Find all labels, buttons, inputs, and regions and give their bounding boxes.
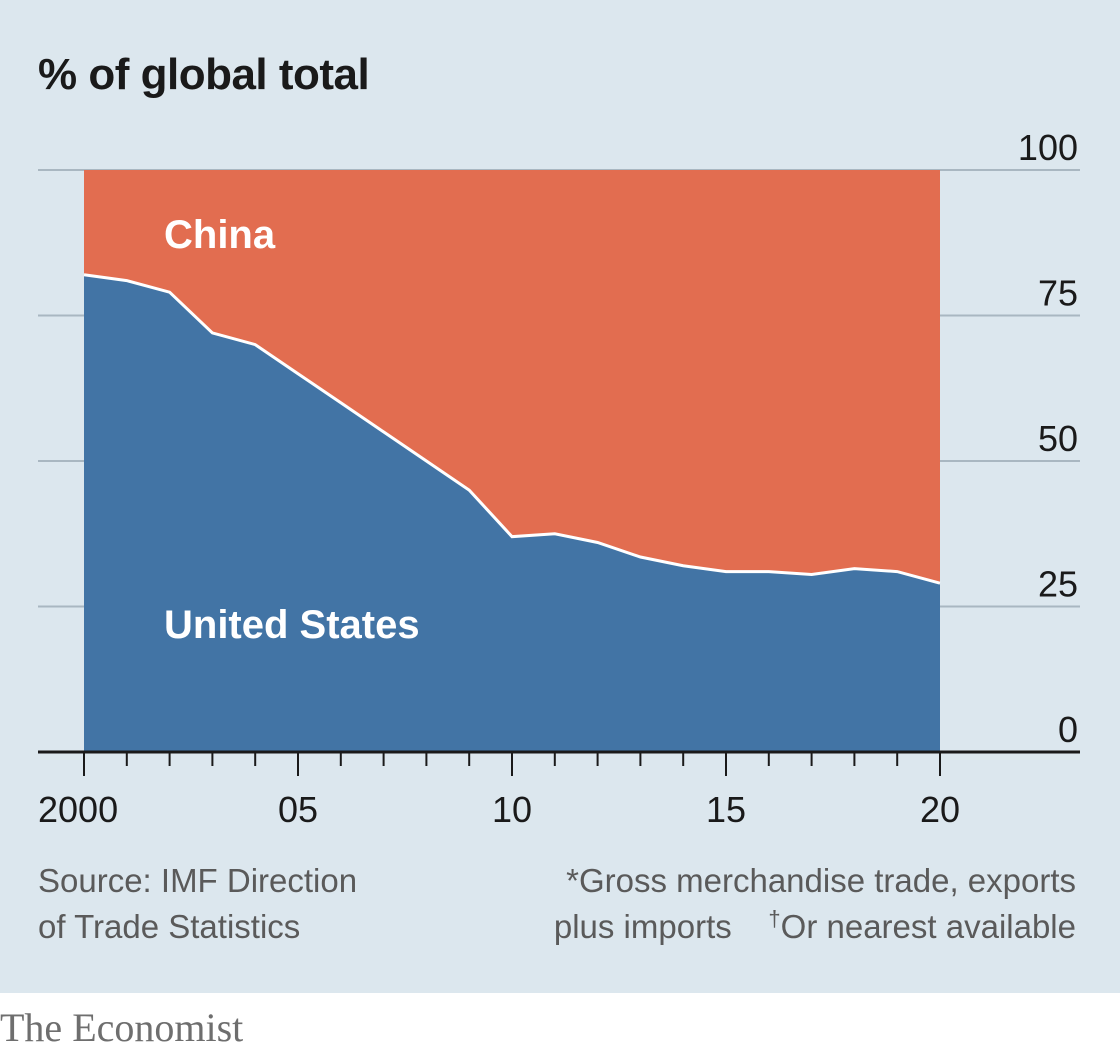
x-tick-label-2020: 20 — [920, 789, 960, 830]
area-layer — [83, 170, 941, 752]
source-line-2: of Trade Statistics — [38, 908, 301, 945]
series-label-united-states: United States — [164, 603, 420, 647]
footnote-line-2b: Or nearest available — [780, 908, 1076, 945]
area-china — [84, 170, 940, 584]
area-chart: 0 25 50 75 100 2000 05 10 15 20 China United Stat… — [38, 127, 1080, 830]
x-tick-label-2015: 15 — [706, 789, 746, 830]
boundary-line — [83, 273, 941, 585]
y-tick-label-50: 50 — [1038, 418, 1078, 459]
series-labels: China United States — [164, 213, 420, 647]
x-axis — [38, 750, 1080, 776]
series-label-china: China — [164, 213, 276, 257]
y-tick-label-100: 100 — [1018, 127, 1078, 168]
area-united-states — [84, 274, 940, 752]
economist-logo: The Economist — [0, 1005, 244, 1050]
footnote-line-2: plus imports †Or nearest available — [554, 904, 1076, 950]
dagger-symbol: † — [768, 906, 781, 931]
x-tick-label-2005: 05 — [278, 789, 318, 830]
x-tick-label-2000: 2000 — [38, 789, 118, 830]
footnote-line-2a: plus imports — [553, 908, 732, 945]
chart-title: % of global total — [38, 50, 370, 99]
x-tick-label-2010: 10 — [492, 789, 532, 830]
footnote-line-1: *Gross merchandise trade, exports — [566, 862, 1076, 899]
y-tick-labels: 0 25 50 75 100 — [1018, 127, 1078, 750]
y-tick-label-0: 0 — [1058, 709, 1078, 750]
x-tick-labels: 2000 05 10 15 20 — [38, 789, 960, 830]
y-tick-label-25: 25 — [1038, 564, 1078, 605]
footnote: *Gross merchandise trade, exports plus i… — [554, 858, 1076, 950]
y-tick-label-75: 75 — [1038, 273, 1078, 314]
source-line-1: Source: IMF Direction — [38, 862, 358, 899]
source-note: Source: IMF Direction of Trade Statistic… — [38, 858, 357, 950]
